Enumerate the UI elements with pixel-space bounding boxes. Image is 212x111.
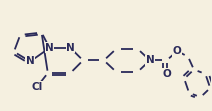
Text: N: N [26,56,35,66]
Text: Cl: Cl [31,82,43,92]
Text: N: N [45,43,54,53]
Text: O: O [173,46,181,56]
Text: N: N [66,43,75,53]
Text: O: O [162,69,171,79]
Text: N: N [146,55,154,65]
